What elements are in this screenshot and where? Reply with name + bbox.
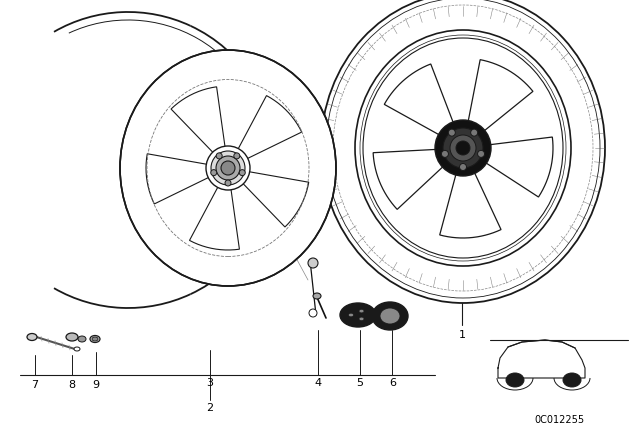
Ellipse shape [443, 128, 483, 168]
Ellipse shape [239, 170, 245, 176]
Ellipse shape [74, 347, 80, 351]
Text: 4: 4 [314, 378, 321, 388]
Ellipse shape [442, 151, 449, 157]
Text: 8: 8 [68, 380, 76, 390]
Ellipse shape [216, 153, 222, 159]
Polygon shape [373, 149, 444, 209]
Text: 0C012255: 0C012255 [534, 415, 584, 425]
Ellipse shape [90, 336, 100, 343]
Ellipse shape [470, 129, 477, 136]
Ellipse shape [216, 156, 240, 180]
Ellipse shape [355, 30, 571, 266]
Ellipse shape [435, 120, 491, 176]
Ellipse shape [221, 161, 235, 175]
Ellipse shape [211, 170, 217, 176]
Polygon shape [384, 64, 454, 135]
Ellipse shape [372, 302, 408, 330]
Ellipse shape [450, 135, 476, 161]
Ellipse shape [206, 146, 250, 190]
Ellipse shape [477, 151, 484, 157]
Polygon shape [146, 154, 210, 204]
Text: 9: 9 [92, 380, 100, 390]
Ellipse shape [211, 151, 245, 185]
Polygon shape [440, 172, 501, 238]
Ellipse shape [27, 333, 37, 340]
Ellipse shape [340, 303, 376, 327]
Polygon shape [242, 172, 308, 227]
Ellipse shape [66, 333, 78, 341]
Text: 5: 5 [356, 378, 364, 388]
Polygon shape [189, 185, 239, 250]
Ellipse shape [308, 258, 318, 268]
Text: 7: 7 [31, 380, 38, 390]
Polygon shape [237, 95, 301, 159]
Polygon shape [171, 87, 225, 154]
Ellipse shape [349, 313, 353, 317]
Ellipse shape [120, 50, 336, 286]
Ellipse shape [506, 373, 524, 387]
Ellipse shape [309, 309, 317, 317]
Text: 2: 2 [207, 403, 214, 413]
Text: 6: 6 [390, 378, 397, 388]
Ellipse shape [563, 373, 581, 387]
Ellipse shape [321, 0, 605, 303]
Ellipse shape [234, 153, 240, 159]
Text: 3: 3 [207, 378, 214, 388]
Ellipse shape [359, 309, 364, 313]
Ellipse shape [313, 293, 321, 299]
Ellipse shape [460, 164, 467, 171]
Ellipse shape [449, 129, 455, 136]
Ellipse shape [359, 317, 364, 321]
Text: 1: 1 [458, 330, 465, 340]
Polygon shape [468, 60, 533, 132]
Ellipse shape [92, 337, 98, 341]
Ellipse shape [456, 141, 470, 155]
Ellipse shape [78, 336, 86, 342]
Ellipse shape [380, 308, 400, 324]
Ellipse shape [363, 38, 563, 258]
Polygon shape [485, 137, 553, 197]
Ellipse shape [225, 180, 231, 186]
